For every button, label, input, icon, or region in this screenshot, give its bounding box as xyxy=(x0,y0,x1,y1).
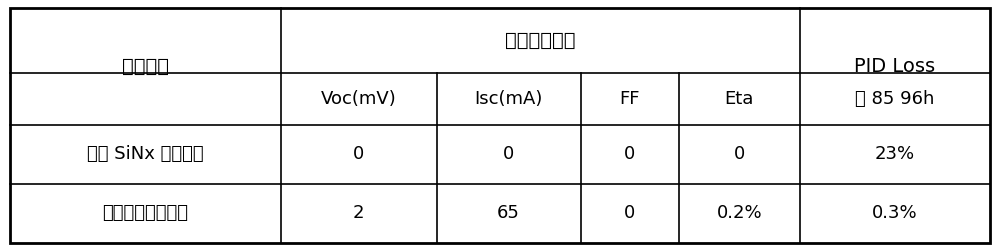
Text: FF: FF xyxy=(619,90,640,108)
Text: 双 85 96h: 双 85 96h xyxy=(855,90,935,108)
Text: 0: 0 xyxy=(734,146,745,164)
Text: 0: 0 xyxy=(624,146,635,164)
Text: 65: 65 xyxy=(497,204,520,222)
Text: 0: 0 xyxy=(503,146,514,164)
Text: 单层 SiNx 减反射膜: 单层 SiNx 减反射膜 xyxy=(87,146,204,164)
Text: 0.2%: 0.2% xyxy=(716,204,762,222)
Text: Eta: Eta xyxy=(725,90,754,108)
Text: PID Loss: PID Loss xyxy=(854,57,935,76)
Text: 0: 0 xyxy=(353,146,364,164)
Text: 电池片电性能: 电池片电性能 xyxy=(505,31,576,50)
Text: Voc(mV): Voc(mV) xyxy=(321,90,397,108)
Text: 钝化减反射多层膜: 钝化减反射多层膜 xyxy=(102,204,188,222)
Text: 膜层工艺: 膜层工艺 xyxy=(122,57,169,76)
Text: 0.3%: 0.3% xyxy=(872,204,918,222)
Text: 0: 0 xyxy=(624,204,635,222)
Text: 2: 2 xyxy=(353,204,365,222)
Text: 23%: 23% xyxy=(875,146,915,164)
Text: Isc(mA): Isc(mA) xyxy=(474,90,543,108)
